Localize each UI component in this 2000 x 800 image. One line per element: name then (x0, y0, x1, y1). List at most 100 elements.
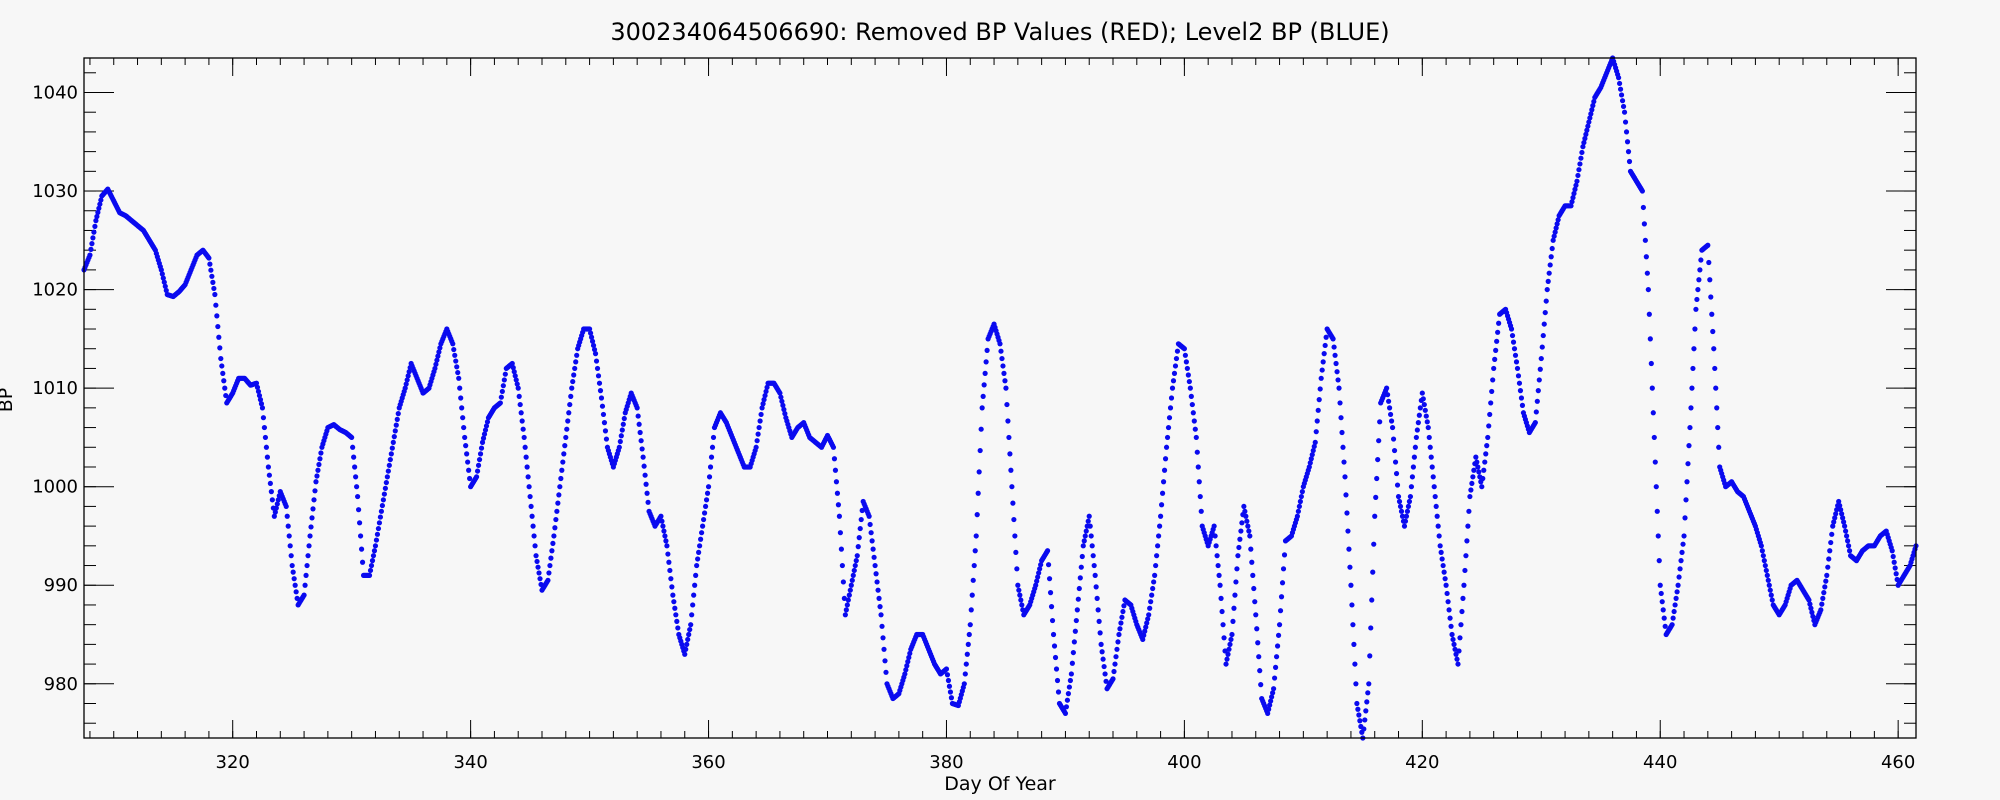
data-point (1364, 699, 1370, 705)
data-point (1395, 493, 1402, 500)
data-point (762, 392, 768, 399)
data-point (1576, 167, 1582, 173)
data-point (1549, 245, 1555, 252)
data-point (1277, 608, 1284, 614)
data-point (1769, 597, 1775, 603)
data-point (87, 252, 93, 258)
data-point (675, 625, 681, 631)
data-point (944, 672, 951, 678)
data-point (569, 385, 575, 391)
data-point (526, 484, 532, 490)
data-point (1538, 355, 1544, 362)
data-point (311, 497, 317, 503)
data-point (372, 543, 379, 549)
data-point (1473, 454, 1479, 460)
data-point (1475, 464, 1481, 470)
data-point (1672, 602, 1678, 608)
data-point (554, 508, 560, 514)
data-point (1446, 607, 1452, 613)
x-tick-label: 440 (1643, 752, 1677, 773)
data-point (1307, 460, 1313, 466)
data-point (303, 572, 309, 578)
data-point (1683, 497, 1689, 503)
data-point (979, 405, 985, 411)
data-point (452, 352, 458, 358)
data-point (596, 380, 603, 386)
data-point (906, 654, 912, 661)
data-point (262, 434, 269, 441)
data-point (1421, 401, 1427, 408)
data-point (1317, 386, 1323, 392)
data-point (549, 548, 555, 554)
data-point (1006, 434, 1012, 441)
data-point (1078, 564, 1084, 570)
data-point (1198, 508, 1204, 514)
data-point (1428, 454, 1434, 460)
data-point (1357, 718, 1363, 724)
data-point (386, 462, 392, 468)
data-point (1158, 502, 1165, 508)
data-point (1495, 329, 1501, 335)
data-point (546, 570, 552, 576)
data-point (1046, 576, 1053, 582)
data-point (1160, 479, 1167, 485)
data-point (1412, 444, 1418, 450)
data-point (1409, 474, 1415, 480)
data-point (840, 579, 846, 585)
data-point (484, 419, 491, 425)
data-point (523, 454, 529, 460)
data-point (211, 285, 217, 292)
data-point (1829, 531, 1835, 537)
data-point (1763, 567, 1769, 574)
y-tick-label: 1000 (32, 477, 78, 498)
data-point (1167, 405, 1174, 411)
data-point (1309, 452, 1315, 458)
data-point (781, 406, 787, 413)
data-point (1469, 480, 1475, 487)
data-point (545, 577, 551, 583)
tick-layer: 320 340 360 380 400 420 440 460 980 990 1000 1010 10… (32, 58, 1916, 773)
data-point (587, 330, 594, 336)
data-point (1141, 632, 1147, 638)
data-point (1767, 587, 1773, 593)
data-point (1062, 710, 1069, 716)
data-point (566, 410, 572, 416)
chart-title: 300234064506690: Removed BP Values (RED)… (610, 18, 1389, 46)
data-point (640, 454, 646, 460)
data-point (964, 651, 970, 657)
data-point (213, 302, 219, 308)
data-point (643, 481, 649, 487)
data-point (1230, 618, 1236, 624)
data-point (310, 506, 316, 512)
data-point (1080, 543, 1086, 549)
data-point (879, 623, 885, 629)
data-point (1372, 513, 1378, 519)
data-point (757, 418, 763, 424)
data-point (1184, 365, 1190, 372)
data-point (1810, 613, 1816, 620)
data-point (1311, 443, 1317, 450)
data-point (388, 451, 394, 457)
data-point (1424, 419, 1430, 425)
data-point (1550, 237, 1556, 243)
data-point (1820, 595, 1826, 601)
data-point (1340, 444, 1346, 450)
data-point (267, 480, 273, 487)
data-point (1244, 518, 1250, 524)
data-point (1474, 459, 1480, 465)
data-point (220, 370, 226, 376)
data-point (1707, 277, 1713, 283)
data-point (1368, 625, 1374, 631)
data-point (1845, 538, 1851, 544)
data-point (1536, 377, 1542, 383)
data-point (477, 451, 484, 457)
data-point (1183, 359, 1189, 365)
data-point (974, 512, 980, 518)
data-point (1246, 528, 1252, 534)
data-point (403, 381, 409, 387)
data-point (450, 341, 456, 347)
data-point (284, 513, 290, 519)
data-point (1165, 424, 1172, 431)
data-point (1716, 444, 1722, 450)
data-point (883, 669, 889, 675)
